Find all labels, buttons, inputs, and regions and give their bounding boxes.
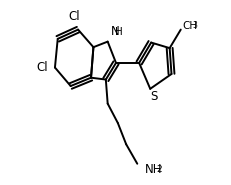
Text: 3: 3 <box>192 21 197 30</box>
Text: CH: CH <box>182 21 197 31</box>
Text: NH: NH <box>144 163 161 176</box>
Text: S: S <box>150 90 157 103</box>
Text: 2: 2 <box>156 165 162 174</box>
Text: H: H <box>115 27 122 37</box>
Text: Cl: Cl <box>68 10 80 23</box>
Text: Cl: Cl <box>36 61 48 74</box>
Text: N: N <box>110 25 119 38</box>
